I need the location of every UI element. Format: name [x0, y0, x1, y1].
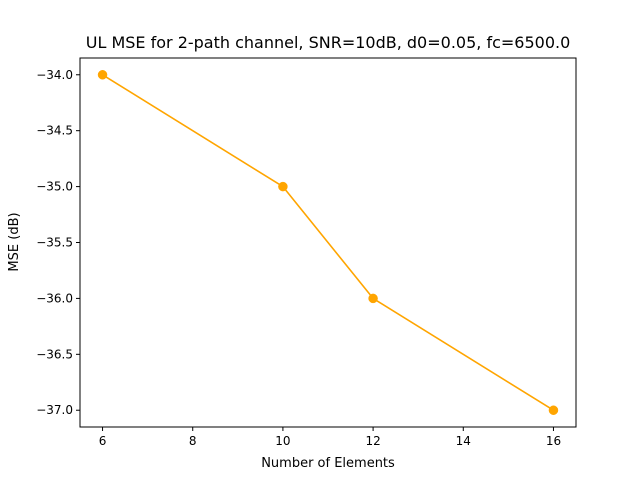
x-tick-label: 12 [365, 434, 380, 448]
series-layer [97, 70, 559, 415]
data-point-marker [368, 293, 378, 304]
chart-title: UL MSE for 2-path channel, SNR=10dB, d0=… [86, 33, 571, 52]
y-axis-label: MSE (dB) [7, 212, 22, 271]
x-tick-label: 6 [99, 434, 107, 448]
plot-area-frame [79, 57, 577, 428]
y-tick-label: −35.5 [36, 236, 73, 250]
x-tick-label: 14 [456, 434, 471, 448]
y-tick-label: −36.0 [36, 291, 73, 305]
y-tick-label: −36.5 [36, 347, 73, 361]
y-tick-label: −34.5 [36, 124, 73, 138]
data-point-marker [548, 405, 559, 415]
x-tick-label: 10 [275, 434, 290, 448]
data-point-marker [97, 70, 108, 80]
x-tick-label: 8 [189, 434, 197, 448]
x-tick-label: 16 [546, 434, 561, 448]
x-axis-label: Number of Elements [261, 456, 395, 471]
y-axis-ticks: −34.0 −34.5 −35.0 −35.5 −36.0 −36.5 −37.0 [36, 68, 80, 417]
y-tick-label: −34.0 [36, 68, 73, 82]
x-axis-ticks: 6 8 10 12 14 16 [99, 427, 561, 448]
data-point-marker [278, 181, 288, 192]
series-line [102, 74, 554, 411]
y-tick-label: −35.0 [36, 180, 73, 194]
y-tick-label: −37.0 [36, 403, 73, 417]
